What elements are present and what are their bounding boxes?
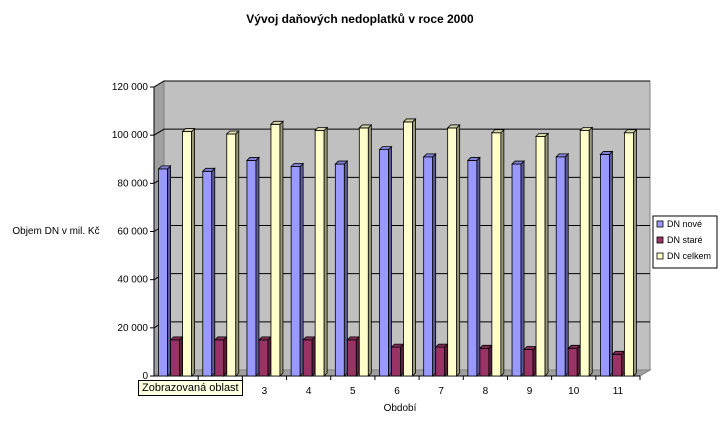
bar-dn-celkem <box>181 127 196 377</box>
bar-dn-celkem <box>269 120 284 377</box>
bar-dn-celkem <box>402 117 417 377</box>
y-tick-label: 0 <box>142 371 148 382</box>
x-tick-label: 7 <box>438 386 444 397</box>
bar-dn-staré <box>346 335 361 377</box>
y-tick-label: 40 000 <box>117 275 148 286</box>
bar-dn-celkem <box>623 128 638 377</box>
bar-dn-nové <box>599 150 614 377</box>
bar-dn-nové <box>555 152 570 377</box>
legend-swatch-dn-nové <box>656 220 664 228</box>
y-gridline <box>153 128 650 136</box>
bar-dn-nové <box>334 160 349 377</box>
bar-dn-celkem <box>446 123 461 377</box>
y-tick-label: 120 000 <box>112 82 149 93</box>
legend-box <box>652 215 718 269</box>
legend-label-dn-celkem: DN celkem <box>667 251 711 261</box>
bar-dn-staré <box>567 344 582 377</box>
bar-dn-celkem <box>225 129 240 377</box>
bar-dn-staré <box>478 344 493 377</box>
bar-dn-celkem <box>535 132 550 377</box>
bar-dn-staré <box>302 335 317 377</box>
x-tick-label: 4 <box>306 386 312 397</box>
x-tick-label: 8 <box>483 386 489 397</box>
x-axis-label: Období <box>384 403 417 414</box>
y-tick-label: 80 000 <box>117 178 148 189</box>
bar-dn-staré <box>523 345 538 377</box>
bar-dn-celkem <box>579 126 594 377</box>
bar-dn-staré <box>611 350 626 377</box>
y-axis-label: Objem DN v mil. Kč <box>12 226 99 237</box>
x-tick-label: 11 <box>613 386 624 397</box>
bar-dn-celkem <box>490 128 505 377</box>
chart-title: Vývoj daňových nedoplatků v roce 2000 <box>246 12 474 26</box>
x-tick-label: 10 <box>568 386 580 397</box>
tooltip: Zobrazovaná oblast <box>138 380 243 396</box>
x-tick-label: 9 <box>527 386 533 397</box>
y-tick-label: 60 000 <box>117 227 148 238</box>
legend-label-dn-staré: DN staré <box>667 235 703 245</box>
bar-dn-nové <box>466 156 481 377</box>
bar-dn-nové <box>290 162 305 377</box>
bar-dn-staré <box>390 343 405 377</box>
legend-swatch-dn-staré <box>656 236 664 244</box>
bar-dn-staré <box>434 343 449 377</box>
x-tick-label: 6 <box>394 386 400 397</box>
legend-label-dn-nové: DN nové <box>667 219 702 229</box>
bar-dn-celkem <box>314 126 329 377</box>
y-tick-label: 20 000 <box>117 323 148 334</box>
bar-dn-nové <box>157 164 172 377</box>
bar-dn-staré <box>213 335 228 377</box>
legend-swatch-dn-celkem <box>656 252 664 260</box>
bar-dn-celkem <box>358 123 373 377</box>
x-tick-label: 3 <box>262 386 268 397</box>
bar-dn-nové <box>422 152 437 377</box>
y-gridline <box>153 80 650 88</box>
legend: DN nové DN staré DN celkem <box>652 215 718 269</box>
y-tick-label: 100 000 <box>112 130 149 141</box>
x-tick-label: 5 <box>350 386 356 397</box>
bar-dn-nové <box>201 167 216 377</box>
bar-dn-nové <box>245 156 260 377</box>
bar-dn-staré <box>257 335 272 377</box>
bar-dn-nové <box>378 145 393 377</box>
bar-dn-nové <box>511 160 526 377</box>
bar-dn-staré <box>169 335 184 377</box>
plot-area: 0 20 000 40 000 60 000 80 000 100 000 120 000 1… <box>112 80 652 397</box>
